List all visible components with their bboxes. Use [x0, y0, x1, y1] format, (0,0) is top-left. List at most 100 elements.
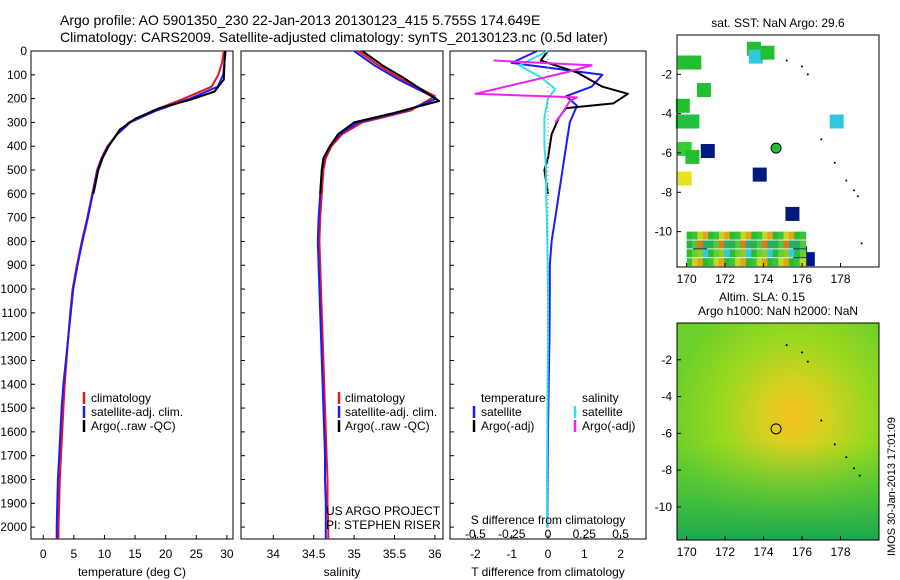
- sst-cell: [718, 231, 726, 240]
- sla-map-title-line2: Argo h1000: NaN h2000: NaN: [698, 304, 858, 318]
- temperature-legend: climatology satellite-adj. clim. Argo(..…: [82, 391, 183, 433]
- x-tick-label: 0: [545, 547, 552, 561]
- map-y-tick-label: -2: [661, 353, 672, 367]
- sst-cell: [735, 249, 742, 258]
- sst-map: [675, 41, 863, 267]
- sst-cell: [745, 240, 753, 249]
- sst-cell: [740, 240, 747, 249]
- figure-title-line1: Argo profile: AO 5901350_230 22-Jan-2013…: [60, 12, 541, 28]
- map-x-tick-label: 172: [715, 272, 735, 286]
- trajectory-dot: [801, 65, 804, 68]
- sst-cell: [788, 258, 796, 267]
- sst-cell: [735, 258, 742, 267]
- temperature-xlabel: temperature (deg C): [78, 565, 186, 579]
- sst-cell: [735, 240, 742, 249]
- sla-lowband: [677, 442, 879, 540]
- depth-tick-label: 1900: [0, 496, 27, 510]
- sst-cell: [718, 249, 726, 258]
- sst-cell: [751, 249, 758, 258]
- map-y-tick-label: -10: [655, 500, 673, 514]
- project-label: US ARGO PROJECT: [326, 504, 441, 518]
- sst-cell: [751, 231, 758, 240]
- sst-cell: [748, 49, 763, 64]
- sst-cell: [745, 249, 753, 258]
- x-tick-label: 25: [190, 547, 204, 561]
- sst-cell: [713, 249, 721, 258]
- map-y-tick-label: -8: [661, 185, 672, 199]
- argo-location-marker: [770, 423, 782, 435]
- sst-cell: [756, 231, 764, 240]
- depth-tick-label: 100: [7, 68, 27, 82]
- map-x-tick-label: 176: [792, 272, 812, 286]
- legend-temperature-title: temperature: [481, 391, 546, 405]
- legend-s-satellite: satellite: [582, 405, 623, 419]
- sst-cell: [687, 55, 702, 70]
- sst-cell: [772, 249, 780, 258]
- sst-cell: [767, 240, 774, 249]
- sst-cell: [692, 249, 699, 258]
- sst-cell: [702, 240, 710, 249]
- legend-climatology: climatology: [345, 391, 405, 405]
- x-tick-label: 30: [220, 547, 234, 561]
- trajectory-dot: [852, 189, 855, 192]
- sst-cell: [713, 231, 721, 240]
- difference-legend: temperature salinity satellite Argo(-adj…: [472, 391, 635, 433]
- sst-cell: [697, 258, 704, 267]
- sst-cell: [788, 231, 796, 240]
- sst-cell: [702, 249, 710, 258]
- depth-tick-label: 1200: [0, 330, 27, 344]
- map-x-tick-label: 174: [754, 545, 774, 559]
- trajectory-dot: [845, 456, 848, 459]
- sst-cell: [794, 258, 801, 267]
- depth-axis: 0 100 200 300 400 500 600 700 800 900 1000 1100 1200…: [0, 44, 27, 534]
- sla-map-frame: [676, 322, 880, 541]
- sst-cell: [697, 240, 704, 249]
- sst-cell: [675, 98, 690, 113]
- map-x-tick-label: 178: [831, 272, 851, 286]
- map-x-tick-label: 176: [792, 545, 812, 559]
- trajectory-dot: [852, 467, 855, 470]
- sst-cell: [788, 249, 796, 258]
- map-x-tick-label: 174: [754, 272, 774, 286]
- map-x-tick-label: 170: [677, 545, 697, 559]
- sst-cell: [767, 249, 774, 258]
- sst-cell: [778, 240, 785, 249]
- trajectory-dot: [820, 138, 823, 141]
- sla-map: [677, 323, 879, 540]
- sst-cell: [729, 258, 737, 267]
- sst-cell: [751, 258, 758, 267]
- map-y-tick-label: -6: [661, 146, 672, 160]
- x-tick-label: -2: [470, 547, 481, 561]
- sst-cell: [794, 249, 801, 258]
- series-line: [316, 50, 438, 539]
- trajectory-dot: [806, 360, 809, 363]
- trajectory-dot: [833, 161, 836, 164]
- map-y-tick-label: -8: [661, 463, 672, 477]
- sst-cell: [686, 258, 694, 267]
- sst-cell: [799, 249, 807, 258]
- depth-tick-label: 1100: [1, 306, 27, 320]
- depth-tick-label: 1400: [0, 377, 27, 391]
- x-tick-label: 1: [581, 547, 588, 561]
- sst-cell: [783, 240, 791, 249]
- sst-cell: [767, 258, 774, 267]
- trajectory-dot: [858, 474, 861, 477]
- x-tick-label: 5: [71, 547, 78, 561]
- map-y-tick-label: -4: [661, 390, 672, 404]
- sst-cell: [724, 258, 731, 267]
- map-x-tick-label: 172: [715, 545, 735, 559]
- sst-cell: [718, 258, 726, 267]
- sst-cell: [762, 249, 769, 258]
- depth-tick-label: 2000: [0, 520, 27, 534]
- sst-cell: [700, 144, 715, 158]
- sst-cell: [785, 206, 800, 221]
- series-line: [510, 50, 604, 528]
- sst-map-title: sat. SST: NaN Argo: 29.6: [711, 16, 845, 30]
- sst-cell: [708, 249, 715, 258]
- salinity-xlabel: salinity: [324, 565, 361, 579]
- map-y-tick-label: -4: [661, 107, 672, 121]
- sst-cell: [702, 231, 710, 240]
- trajectory-dot: [856, 195, 859, 198]
- series-line: [92, 50, 226, 195]
- series-line: [474, 59, 593, 124]
